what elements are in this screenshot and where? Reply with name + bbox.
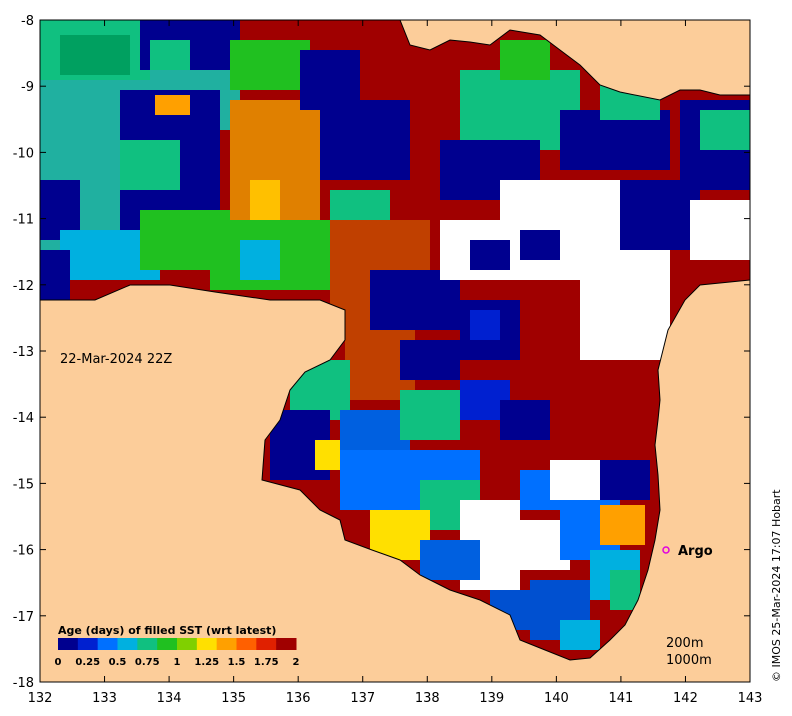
x-tick-label: 138 [415,691,440,706]
land-overlay [40,280,750,682]
x-tick-label: 141 [608,691,633,706]
land-overlay [400,20,750,100]
legend-tick-label: 1.25 [194,657,219,668]
coastline [40,279,750,661]
argo-marker [662,546,670,554]
x-tick-label: 140 [544,691,569,706]
legend-tick-label: 0 [55,657,62,668]
x-tick-label: 137 [350,691,375,706]
sst-age-patches [40,20,750,650]
x-tick-label: 139 [479,691,504,706]
legend-title: Age (days) of filled SST (wrt latest) [58,624,276,637]
x-tick-label: 132 [28,691,53,706]
argo-label: Argo [678,544,713,559]
x-tick-label: 134 [157,691,182,706]
x-tick-label: 135 [221,691,246,706]
y-tick-label: -12 [13,279,34,294]
y-tick-label: -9 [21,80,34,95]
legend-tick-label: 1 [174,657,181,668]
x-tick-label: 136 [286,691,311,706]
x-tick-label: 143 [738,691,763,706]
legend-color-swatch [97,638,118,650]
legend-color-swatch [216,638,237,650]
y-axis: -8 -9 -10 -11 -12 -13 -14 -15 -16 -17 -18 [13,14,750,691]
y-tick-label: -15 [13,477,34,492]
legend-tick-label: 1.75 [254,657,279,668]
legend-color-swatch [117,638,138,650]
y-tick-label: -11 [13,213,34,228]
legend-color-swatch [77,638,99,650]
x-tick-label: 142 [673,691,698,706]
coastline [399,20,750,101]
legend-color-swatch [177,638,198,650]
x-tick-label: 133 [92,691,117,706]
y-tick-label: -18 [13,676,34,691]
depth-label-200m: 200m [666,636,703,651]
y-tick-label: -17 [13,610,34,625]
legend-ticks: 0 0.25 0.5 0.75 1 1.25 1.5 1.75 2 [55,657,300,668]
legend-tick-label: 2 [293,657,300,668]
depth-label-1000m: 1000m [666,653,712,668]
legend-color-swatch [137,638,158,650]
y-tick-label: -13 [13,345,34,360]
y-tick-label: -14 [13,411,34,426]
legend-tick-label: 0.75 [135,657,160,668]
x-axis: 132 133 134 135 136 137 138 139 140 141 142 143 [28,20,763,706]
legend-colorbar [58,638,297,650]
y-tick-label: -10 [13,146,34,161]
y-tick-label: -8 [21,14,34,29]
date-label: 22-Mar-2024 22Z [60,352,172,367]
y-tick-label: -16 [13,544,34,559]
legend-color-swatch [236,638,257,650]
legend-color-swatch [276,638,297,650]
legend-color-swatch [157,638,178,650]
legend-color-swatch [256,638,277,650]
legend-tick-label: 0.25 [75,657,100,668]
legend-color-swatch [58,638,79,650]
legend-tick-label: 0.5 [109,657,127,668]
credit-label: © IMOS 25-Mar-2024 17:07 Hobart [770,489,783,682]
legend-color-swatch [196,638,218,650]
legend-tick-label: 1.5 [228,657,246,668]
